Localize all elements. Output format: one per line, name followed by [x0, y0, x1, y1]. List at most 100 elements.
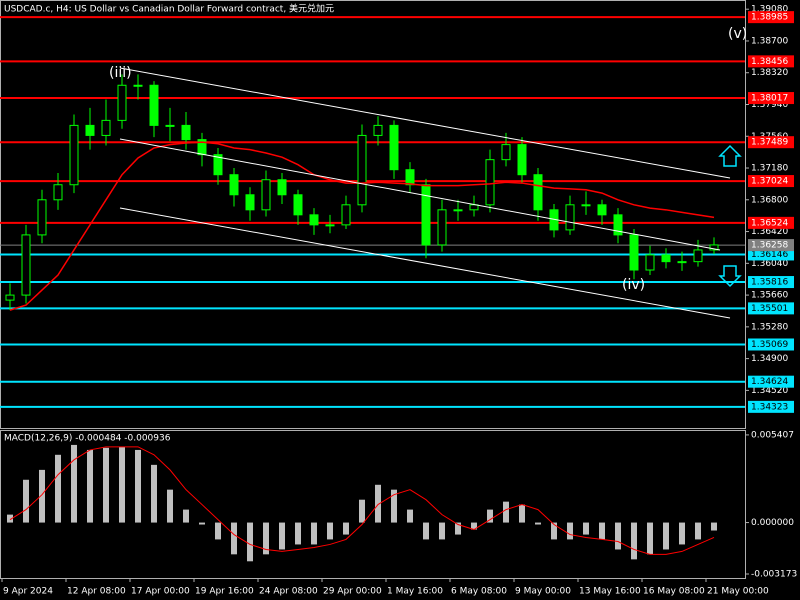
moving-average [9, 141, 715, 311]
macd-bar [567, 522, 573, 540]
level-label: 1.36524 [751, 218, 788, 228]
x-tick-label: 13 May 16:00 [579, 587, 641, 597]
x-tick-label: 16 May 08:00 [643, 587, 705, 597]
macd-bar [343, 522, 349, 535]
candle-body [693, 249, 703, 263]
level-label-box [748, 55, 794, 68]
level-label-box [748, 276, 794, 289]
candle-body [213, 154, 223, 176]
macd-bar [455, 522, 461, 535]
drawings: (iii) (iv) (v) [109, 26, 747, 319]
macd-bar [359, 499, 365, 523]
wave-label: (iv) [622, 277, 645, 293]
macd-bar [439, 522, 445, 540]
level-label-box [748, 248, 794, 261]
level-label-box [748, 400, 794, 413]
macd-bar [519, 504, 525, 523]
up-arrow [718, 144, 742, 167]
candle-body [325, 224, 335, 227]
macd-bar [375, 484, 381, 523]
macd-bar [279, 522, 285, 550]
macd-bar [647, 522, 653, 555]
x-tick-label: 12 Apr 08:00 [67, 587, 126, 597]
candle-body [469, 204, 479, 211]
macd-bar [551, 522, 557, 540]
candle-body [629, 234, 639, 271]
x-tick-label: 21 May 00:00 [707, 587, 769, 597]
level-label: 1.35069 [751, 340, 788, 350]
macd-bar [391, 489, 397, 523]
macd-title: MACD(12,26,9) -0.000484 -0.000936 [4, 434, 171, 444]
x-tick-label: 6 May 08:00 [451, 587, 507, 597]
level-label-box [748, 216, 794, 229]
candle-body [277, 179, 287, 196]
macd-bar [7, 514, 13, 523]
level-label: 1.34624 [751, 377, 788, 387]
candle-body [37, 199, 47, 236]
level-label-box [748, 302, 794, 315]
level-label: 1.35501 [751, 304, 788, 314]
level-label-box [748, 338, 794, 351]
candle-body [389, 124, 399, 171]
level-label: 1.37024 [751, 177, 788, 187]
candle-body [517, 144, 527, 176]
macd-bar [71, 444, 77, 523]
candle-body [85, 124, 95, 136]
y-tick-label: 1.34900 [751, 354, 788, 364]
current-price-box [748, 239, 794, 252]
current-price-label: 1.36258 [751, 241, 788, 251]
panel-frames [0, 0, 746, 579]
macd-bar [695, 522, 701, 540]
y-tick-label: 1.39080 [751, 5, 788, 15]
y-tick-label: 1.38320 [751, 68, 788, 78]
macd-bar [183, 509, 189, 523]
candle-body [453, 209, 463, 212]
x-tick-label: 29 Apr 00:00 [323, 587, 382, 597]
macd-bar [263, 522, 269, 555]
candle-body [165, 124, 175, 127]
macd-bar [535, 522, 541, 525]
level-label: 1.37489 [751, 138, 788, 148]
macd-bar [151, 464, 157, 523]
macd-bar [327, 522, 333, 540]
y-tick-label: 1.37180 [751, 164, 788, 174]
level-label: 1.38017 [751, 94, 788, 104]
macd-bar [247, 522, 253, 562]
candle-body [5, 294, 15, 301]
y-tick-label: 1.36420 [751, 227, 788, 237]
level-label: 1.36146 [751, 250, 788, 260]
x-tick-label: 19 Apr 16:00 [195, 587, 254, 597]
wave-label: (iii) [109, 65, 132, 81]
candle-body [21, 234, 31, 296]
y-tick-label: 1.37940 [751, 100, 788, 110]
macd-bar [119, 446, 125, 523]
macd-bar [423, 522, 429, 540]
macd-bar [55, 454, 61, 523]
chart-title: USDCAD.c, H4: US Dollar vs Canadian Doll… [4, 3, 334, 15]
candle-body [581, 204, 591, 207]
y-tick-label: 0.000000 [751, 518, 794, 528]
candle-body [133, 84, 143, 87]
x-tick-label: 24 Apr 08:00 [259, 587, 318, 597]
candle-body [421, 184, 431, 246]
macd-bar [407, 509, 413, 523]
candle-body [565, 204, 575, 231]
candle-body [357, 134, 367, 206]
trend-line [119, 207, 731, 319]
candle-body [309, 214, 319, 226]
macd-bar [599, 522, 605, 540]
y-tick-label: 1.36040 [751, 259, 788, 269]
candle-body [229, 174, 239, 196]
candle-body [437, 209, 447, 246]
macd-bar [503, 501, 509, 523]
level-label-box [748, 175, 794, 188]
y-tick-label: 1.35280 [751, 322, 788, 332]
y-tick-label: -0.003173 [751, 569, 797, 579]
candle-body [405, 169, 415, 186]
macd-panel-frame [0, 430, 746, 579]
candle-body [613, 214, 623, 236]
candle-body [181, 124, 191, 141]
macd-bar [215, 522, 221, 540]
